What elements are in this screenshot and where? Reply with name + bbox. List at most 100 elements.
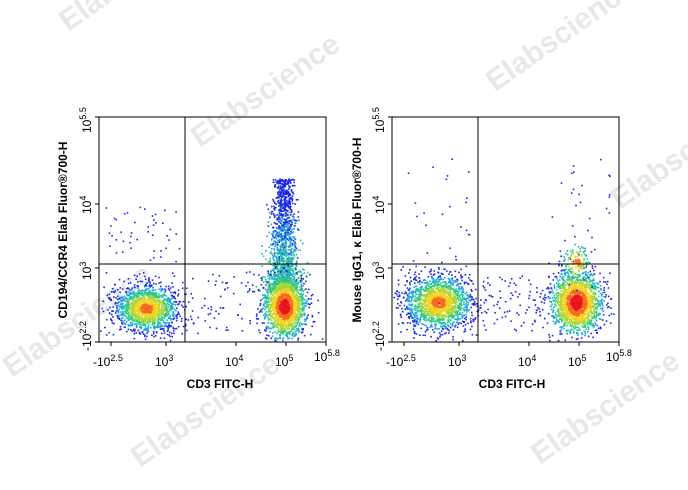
event-dot: [290, 302, 292, 305]
event-dot: [144, 312, 147, 314]
event-dot: [299, 293, 301, 296]
event-dot: [175, 309, 177, 312]
event-dot: [285, 244, 287, 246]
event-dot: [131, 287, 133, 289]
event-dot: [161, 305, 163, 308]
event-dot: [287, 308, 290, 310]
event-dot: [313, 320, 316, 323]
event-dot: [286, 297, 288, 300]
event-dot: [122, 310, 124, 313]
event-dot: [270, 278, 273, 280]
event-dot: [286, 313, 289, 316]
event-dot: [494, 312, 496, 314]
event-dot: [297, 308, 300, 311]
event-dot: [163, 325, 166, 328]
event-dot: [276, 296, 278, 299]
event-dot: [297, 211, 300, 213]
event-dot: [285, 211, 288, 214]
event-dot: [261, 311, 263, 313]
event-dot: [529, 283, 532, 286]
event-dot: [287, 180, 289, 182]
event-dot: [531, 329, 533, 332]
event-dot: [286, 199, 288, 202]
event-dot: [212, 273, 214, 276]
event-dot: [287, 227, 290, 229]
event-dot: [284, 288, 287, 290]
event-dot: [274, 287, 277, 290]
event-dot: [285, 205, 287, 208]
event-dot: [137, 302, 139, 305]
event-dot: [146, 314, 148, 316]
x-tick-label: -102.5: [93, 353, 123, 369]
event-dot: [301, 279, 303, 281]
event-dot: [277, 270, 280, 272]
event-dot: [171, 272, 174, 274]
event-dot: [299, 275, 301, 278]
event-dot: [270, 317, 273, 319]
event-dot: [270, 210, 273, 213]
event-dot: [175, 327, 178, 330]
event-dot: [123, 319, 126, 321]
event-dot: [304, 313, 306, 316]
event-dot: [134, 294, 137, 296]
event-dot: [154, 302, 157, 305]
event-dot: [279, 305, 281, 307]
event-dot: [146, 304, 149, 306]
event-dot: [156, 299, 159, 301]
event-dot: [133, 284, 136, 286]
event-dot: [154, 213, 157, 216]
event-dot: [291, 301, 293, 303]
event-dot: [142, 333, 145, 335]
event-dot: [279, 314, 282, 317]
event-dot: [317, 311, 320, 314]
event-dot: [279, 320, 281, 323]
event-dot: [104, 326, 106, 329]
event-dot: [273, 287, 275, 289]
event-dot: [294, 286, 296, 289]
event-dot: [153, 332, 155, 335]
event-dot: [280, 286, 283, 288]
event-dot: [167, 316, 170, 319]
event-dot: [274, 262, 276, 265]
event-dot: [302, 299, 304, 301]
event-dot: [276, 274, 278, 276]
event-dot: [294, 321, 297, 324]
event-dot: [280, 310, 283, 313]
event-dot: [294, 330, 297, 333]
event-dot: [278, 226, 280, 228]
event-dot: [135, 278, 137, 280]
event-dot: [284, 180, 286, 182]
event-dot: [276, 231, 279, 234]
event-dot: [158, 304, 161, 307]
event-dot: [284, 184, 287, 187]
event-dot: [282, 206, 284, 208]
event-dot: [119, 297, 121, 299]
event-dot: [156, 306, 159, 308]
event-dot: [278, 231, 280, 233]
event-dot: [278, 193, 281, 196]
event-dot: [280, 296, 282, 298]
event-dot: [138, 273, 141, 275]
event-dot: [134, 313, 137, 316]
event-dot: [295, 272, 298, 274]
event-dot: [118, 278, 121, 281]
event-dot: [154, 308, 157, 310]
event-dot: [281, 228, 283, 230]
event-dot: [147, 288, 150, 290]
event-dot: [277, 323, 280, 325]
event-dot: [280, 270, 282, 273]
event-dot: [181, 304, 183, 307]
event-dot: [299, 325, 301, 327]
event-dot: [278, 259, 280, 262]
event-dot: [129, 303, 131, 305]
event-dot: [266, 301, 268, 304]
event-dot: [275, 206, 277, 209]
event-dot: [269, 297, 272, 299]
event-dot: [148, 293, 151, 296]
event-dot: [291, 296, 293, 298]
event-dot: [131, 301, 134, 303]
event-dot: [287, 226, 290, 228]
event-dot: [154, 326, 156, 328]
event-dot: [274, 201, 276, 204]
event-dot: [287, 204, 289, 207]
